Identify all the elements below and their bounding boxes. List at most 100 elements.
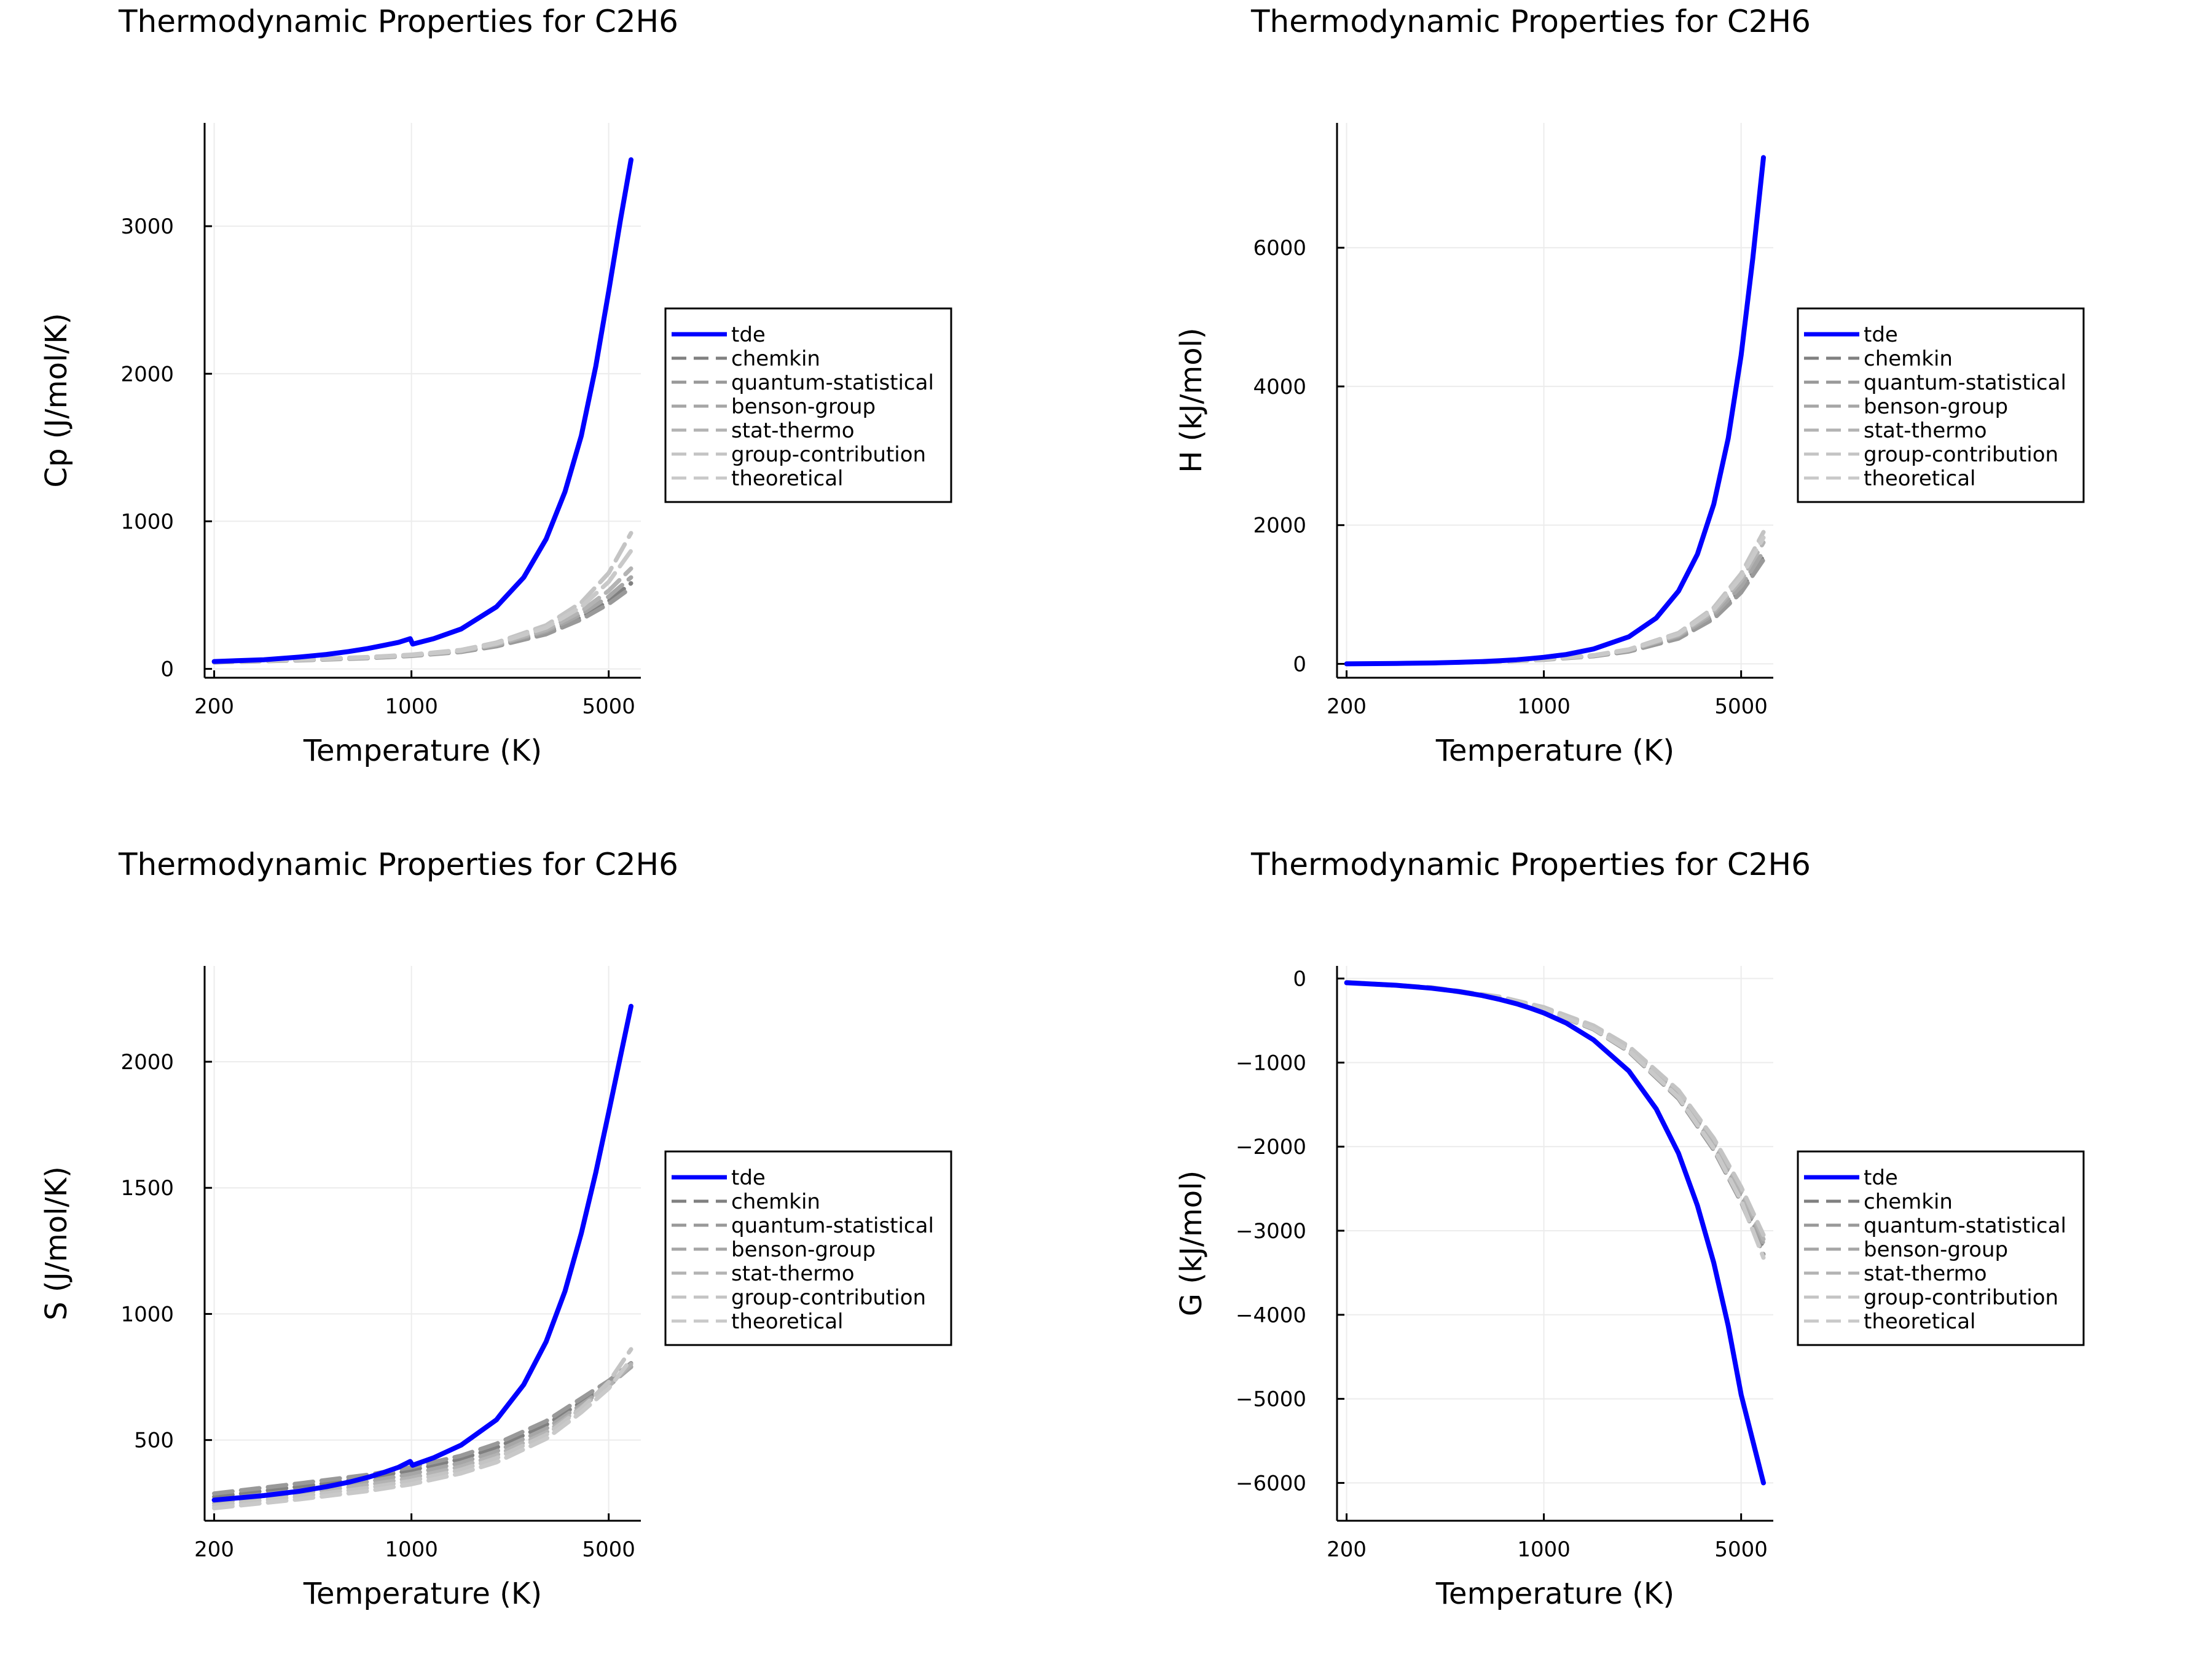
legend-label-theoretical: theoretical [731,1309,844,1334]
series-line-group-contribution [212,1347,633,1508]
legend-label-chemkin: chemkin [1864,1190,1953,1214]
series-line-group-contribution [1344,530,1766,666]
x-tick-label: 5000 [582,694,635,719]
x-tick-label: 1000 [385,694,438,719]
series-line-stat-thermo [212,1362,633,1505]
series-line-theoretical [212,1357,633,1510]
legend-label-benson-group: benson-group [1864,394,2008,419]
chart-title: Thermodynamic Properties for C2H6 [1250,4,1811,39]
legend-label-benson-group: benson-group [731,1237,876,1262]
x-tick-label: 200 [1327,694,1367,719]
legend: tdechemkinquantum-statisticalbenson-grou… [1797,1150,2085,1346]
series-line-theoretical [212,549,633,664]
y-tick-label: −1000 [1236,1051,1306,1075]
legend-box [1797,307,2085,503]
legend-label-tde: tde [1864,323,1898,347]
series-line-tde [1344,155,1766,667]
x-axis-label: Temperature (K) [1435,734,1674,768]
series-line-quantum-statistical [1344,557,1766,666]
x-tick-label: 5000 [1714,1537,1768,1562]
legend-label-theoretical: theoretical [1864,466,1976,491]
legend-label-chemkin: chemkin [731,347,820,371]
y-axis-label: S (J/mol/K) [39,1166,74,1320]
legend-label-chemkin: chemkin [1864,347,1953,371]
chart-panel-1: 200 1000 5000 0 1000 2000 3000 Thermodynamic Pr… [39,4,952,768]
y-tick-label: 6000 [1253,236,1306,261]
x-tick-label: 5000 [582,1537,635,1562]
legend-box [664,307,952,503]
legend-label-quantum-statistical: quantum-statistical [1864,1214,2066,1238]
legend: tdechemkinquantum-statisticalbenson-grou… [664,1150,952,1346]
series-line-quantum-statistical [212,1361,633,1496]
series-line-quantum-statistical [212,586,633,665]
series-line-chemkin [212,1365,633,1499]
series-line-benson-group [1344,980,1766,1245]
series-line-benson-group [212,1365,633,1502]
legend-box [1797,1150,2085,1346]
y-tick-label: 3000 [120,214,174,239]
legend-label-benson-group: benson-group [731,394,876,419]
x-tick-label: 200 [194,1537,234,1562]
legend-label-group-contribution: group-contribution [731,1285,926,1310]
legend-label-tde: tde [731,1166,766,1190]
chart-title: Thermodynamic Properties for C2H6 [118,4,678,39]
legend-label-group-contribution: group-contribution [1864,1285,2058,1310]
y-tick-label: 0 [1293,652,1306,677]
x-tick-label: 200 [1327,1537,1367,1562]
y-axis-label: G (kJ/mol) [1174,1171,1209,1317]
x-tick-label: 200 [194,694,234,719]
legend-label-tde: tde [1864,1166,1898,1190]
series-line-stat-thermo [1344,540,1766,666]
x-axis-label: Temperature (K) [303,1577,542,1611]
y-tick-label: 1000 [120,1302,174,1327]
legend-label-group-contribution: group-contribution [731,442,926,467]
y-tick-label: 2000 [1253,514,1306,538]
legend-label-theoretical: theoretical [1864,1309,1976,1334]
series-line-benson-group [1344,549,1766,666]
y-tick-label: −6000 [1236,1471,1306,1496]
x-tick-label: 1000 [1517,694,1571,719]
y-axis-label: H (kJ/mol) [1174,327,1209,473]
series-line-tde [211,1003,633,1503]
series-line-tde [1344,980,1766,1486]
series-line-tde [211,157,633,664]
series-line-chemkin [1344,554,1766,666]
legend-label-stat-thermo: stat-thermo [1864,1261,1987,1286]
legend: tdechemkinquantum-statisticalbenson-grou… [1797,307,2085,503]
legend-label-stat-thermo: stat-thermo [1864,418,1987,443]
series-line-chemkin [1344,980,1766,1250]
legend-label-quantum-statistical: quantum-statistical [1864,371,2066,395]
y-tick-label: 1000 [120,509,174,534]
legend-label-tde: tde [731,323,766,347]
x-tick-label: 5000 [1714,694,1768,719]
y-axis-label: Cp (J/mol/K) [39,313,74,487]
y-tick-label: 0 [1293,967,1306,992]
legend-label-theoretical: theoretical [731,466,844,491]
legend-label-quantum-statistical: quantum-statistical [731,371,934,395]
y-tick-label: 1500 [120,1176,174,1201]
chart-title: Thermodynamic Properties for C2H6 [1250,847,1811,882]
y-tick-label: 4000 [1253,375,1306,399]
chart-panel-4: 200 1000 5000 0 −1000 −2000 −3000 −4000 −5000 −60… [1174,847,2085,1611]
y-tick-label: 2000 [120,1050,174,1075]
chart-panel-3: 200 1000 5000 500 1000 1500 2000 Thermodynamic … [39,847,952,1611]
legend-label-chemkin: chemkin [731,1190,820,1214]
legend-label-stat-thermo: stat-thermo [731,1261,855,1286]
y-tick-label: 500 [134,1429,174,1453]
y-tick-label: 2000 [120,362,174,386]
x-tick-label: 1000 [385,1537,438,1562]
legend-label-stat-thermo: stat-thermo [731,418,855,443]
y-tick-label: −3000 [1236,1219,1306,1244]
series-line-theoretical [1344,535,1766,666]
legend: tdechemkinquantum-statisticalbenson-grou… [664,307,952,503]
series-line-stat-thermo [1344,980,1766,1242]
chart-title: Thermodynamic Properties for C2H6 [118,847,678,882]
y-tick-label: −2000 [1236,1135,1306,1159]
y-tick-label: −5000 [1236,1387,1306,1412]
legend-label-quantum-statistical: quantum-statistical [731,1214,934,1238]
chart-panel-2: 200 1000 5000 0 2000 4000 6000 Thermodynamic Pr… [1174,4,2085,768]
y-tick-label: 0 [160,657,174,682]
y-tick-label: −4000 [1236,1303,1306,1328]
x-axis-label: Temperature (K) [303,734,542,768]
